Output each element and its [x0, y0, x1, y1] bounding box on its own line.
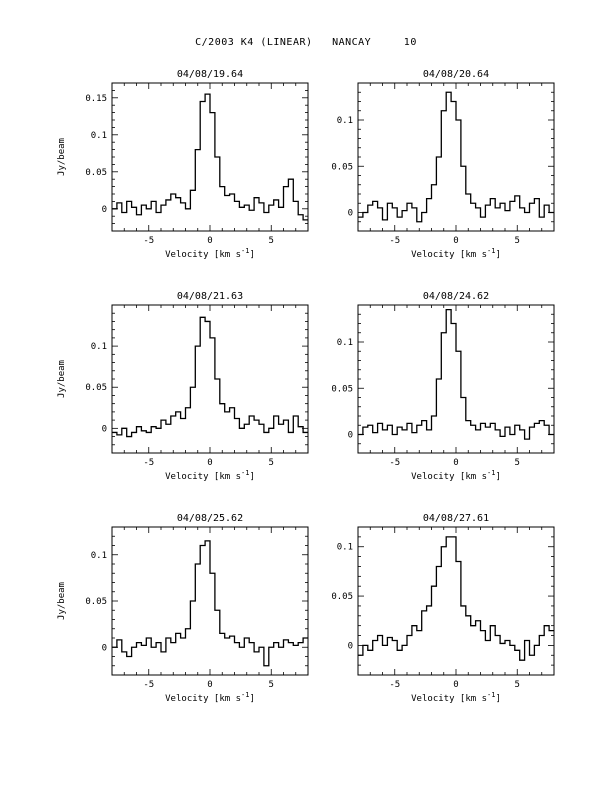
x-tick-label: -5 — [389, 236, 400, 246]
x-tick-label: -5 — [143, 236, 154, 246]
x-tick-label: 0 — [207, 236, 212, 246]
panel-title: 04/08/20.64 — [423, 69, 489, 80]
x-tick-label: -5 — [143, 680, 154, 690]
y-tick-label: 0.1 — [91, 131, 107, 141]
y-tick-label: 0 — [102, 643, 107, 653]
x-tick-label: 0 — [453, 236, 458, 246]
x-tick-label: -5 — [389, 680, 400, 690]
y-tick-label: 0.1 — [91, 342, 107, 352]
y-tick-label: 0.05 — [331, 162, 353, 172]
spectrum-panel-1: 04/08/19.64 -5 0 5 0 0.05 0.1 0.15 Velocity [km … — [57, 69, 309, 260]
spectrum-panel-2: 04/08/20.64 -5 0 5 0 0.05 0.1 Velocity [km s-1] — [331, 69, 555, 260]
y-tick-label: 0.05 — [85, 383, 107, 393]
panel-title: 04/08/19.64 — [177, 69, 243, 80]
y-tick-label: 0.05 — [85, 168, 107, 178]
x-axis-label: Velocity [km s-1] — [165, 469, 255, 482]
y-tick-label: 0.05 — [331, 592, 353, 602]
y-tick-label: 0 — [348, 209, 353, 219]
spectrum-line — [358, 91, 554, 223]
spectrum-line — [358, 308, 554, 440]
y-tick-label: 0.05 — [85, 597, 107, 607]
x-tick-label: 5 — [515, 236, 520, 246]
x-axis-label: Velocity [km s-1] — [411, 469, 501, 482]
x-tick-label: 0 — [207, 458, 212, 468]
y-tick-label: 0.1 — [337, 116, 353, 126]
y-axis-label: Jy/beam — [57, 138, 67, 176]
spectrum-panel-6: 04/08/27.61 -5 0 5 0 0.05 0.1 Velocity [km s-1] — [331, 513, 555, 704]
y-tick-label: 0 — [102, 205, 107, 215]
x-tick-label: 5 — [269, 680, 274, 690]
spectrum-panel-4: 04/08/24.62 -5 0 5 0 0.05 0.1 Velocity [km s-1] — [331, 291, 555, 482]
y-tick-label: 0.15 — [85, 94, 107, 104]
y-tick-label: 0.1 — [337, 338, 353, 348]
x-axis-label: Velocity [km s-1] — [165, 691, 255, 704]
figure-title: C/2003 K4 (LINEAR) NANCAY 10 — [195, 37, 417, 48]
x-tick-label: 0 — [453, 680, 458, 690]
x-axis-label: Velocity [km s-1] — [411, 247, 501, 260]
x-axis-label: Velocity [km s-1] — [165, 247, 255, 260]
panel-title: 04/08/24.62 — [423, 291, 489, 302]
spectrum-panel-3: 04/08/21.63 -5 0 5 0 0.05 0.1 Velocity [km s-1]… — [57, 291, 309, 482]
y-tick-label: 0.1 — [91, 551, 107, 561]
x-tick-label: 5 — [515, 458, 520, 468]
spectrum-panel-5: 04/08/25.62 -5 0 5 0 0.05 0.1 Velocity [km s-1]… — [57, 513, 309, 704]
x-tick-label: -5 — [143, 458, 154, 468]
x-tick-label: 0 — [207, 680, 212, 690]
x-tick-label: 0 — [453, 458, 458, 468]
x-tick-label: 5 — [269, 236, 274, 246]
spectrum-line — [112, 540, 308, 667]
y-tick-label: 0 — [348, 641, 353, 651]
x-axis-label: Velocity [km s-1] — [411, 691, 501, 704]
x-tick-label: 5 — [269, 458, 274, 468]
y-tick-label: 0.05 — [331, 384, 353, 394]
spectrum-line — [112, 93, 308, 221]
y-axis-label: Jy/beam — [57, 582, 67, 620]
panel-title: 04/08/25.62 — [177, 513, 243, 524]
y-axis-label: Jy/beam — [57, 360, 67, 398]
spectrum-line — [112, 316, 308, 438]
x-tick-label: -5 — [389, 458, 400, 468]
panel-title: 04/08/21.63 — [177, 291, 243, 302]
y-tick-label: 0 — [102, 424, 107, 434]
x-tick-label: 5 — [515, 680, 520, 690]
spectrum-line — [358, 536, 554, 661]
panel-title: 04/08/27.61 — [423, 513, 489, 524]
y-tick-label: 0.1 — [337, 543, 353, 553]
y-tick-label: 0 — [348, 431, 353, 441]
